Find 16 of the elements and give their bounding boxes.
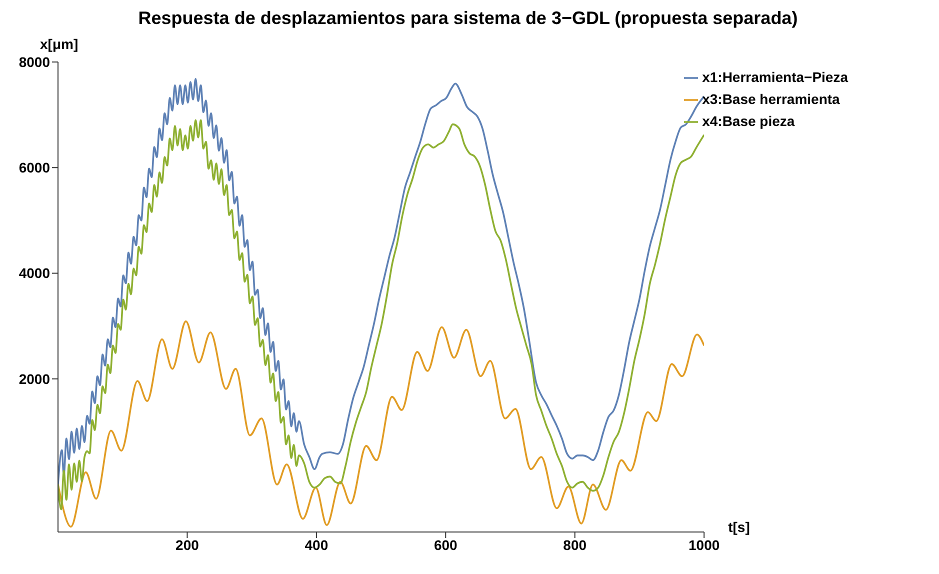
y-tick-label: 8000 <box>18 54 50 70</box>
x-axis-title: t[s] <box>728 518 750 535</box>
y-axis-title: x[μm] <box>40 36 78 52</box>
legend-label: x1:Herramienta−Pieza <box>702 69 848 85</box>
x-tick-label: 600 <box>434 536 458 553</box>
legend-label: x4:Base pieza <box>702 113 795 129</box>
x-tick-label: 800 <box>563 536 587 553</box>
y-tick-label: 4000 <box>18 265 50 282</box>
x-tick-label: 1000 <box>688 536 720 553</box>
chart-title: Respuesta de desplazamientos para sistema de 3−GDL (propuesta separada) <box>137 8 799 30</box>
x-tick-label: 400 <box>304 536 328 553</box>
x-tick-label: 200 <box>176 536 200 553</box>
line-series <box>58 320 704 528</box>
legend-label: x3:Base herramienta <box>702 91 840 107</box>
y-tick-label: 2000 <box>18 370 50 387</box>
y-tick-label: 6000 <box>18 160 50 176</box>
